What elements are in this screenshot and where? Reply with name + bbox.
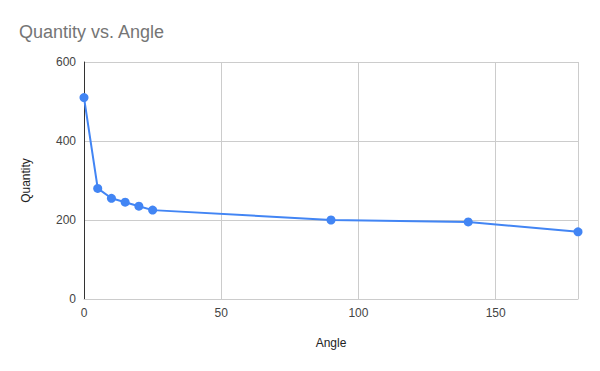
svg-text:400: 400 (56, 134, 76, 148)
svg-text:150: 150 (486, 306, 506, 320)
svg-text:Angle: Angle (316, 336, 347, 350)
svg-text:0: 0 (81, 306, 88, 320)
svg-text:Quantity vs. Angle: Quantity vs. Angle (19, 22, 164, 42)
svg-text:50: 50 (215, 306, 229, 320)
svg-text:600: 600 (56, 55, 76, 69)
svg-text:Quantity: Quantity (19, 158, 33, 203)
svg-text:0: 0 (69, 292, 76, 306)
svg-text:200: 200 (56, 213, 76, 227)
svg-text:100: 100 (348, 306, 368, 320)
